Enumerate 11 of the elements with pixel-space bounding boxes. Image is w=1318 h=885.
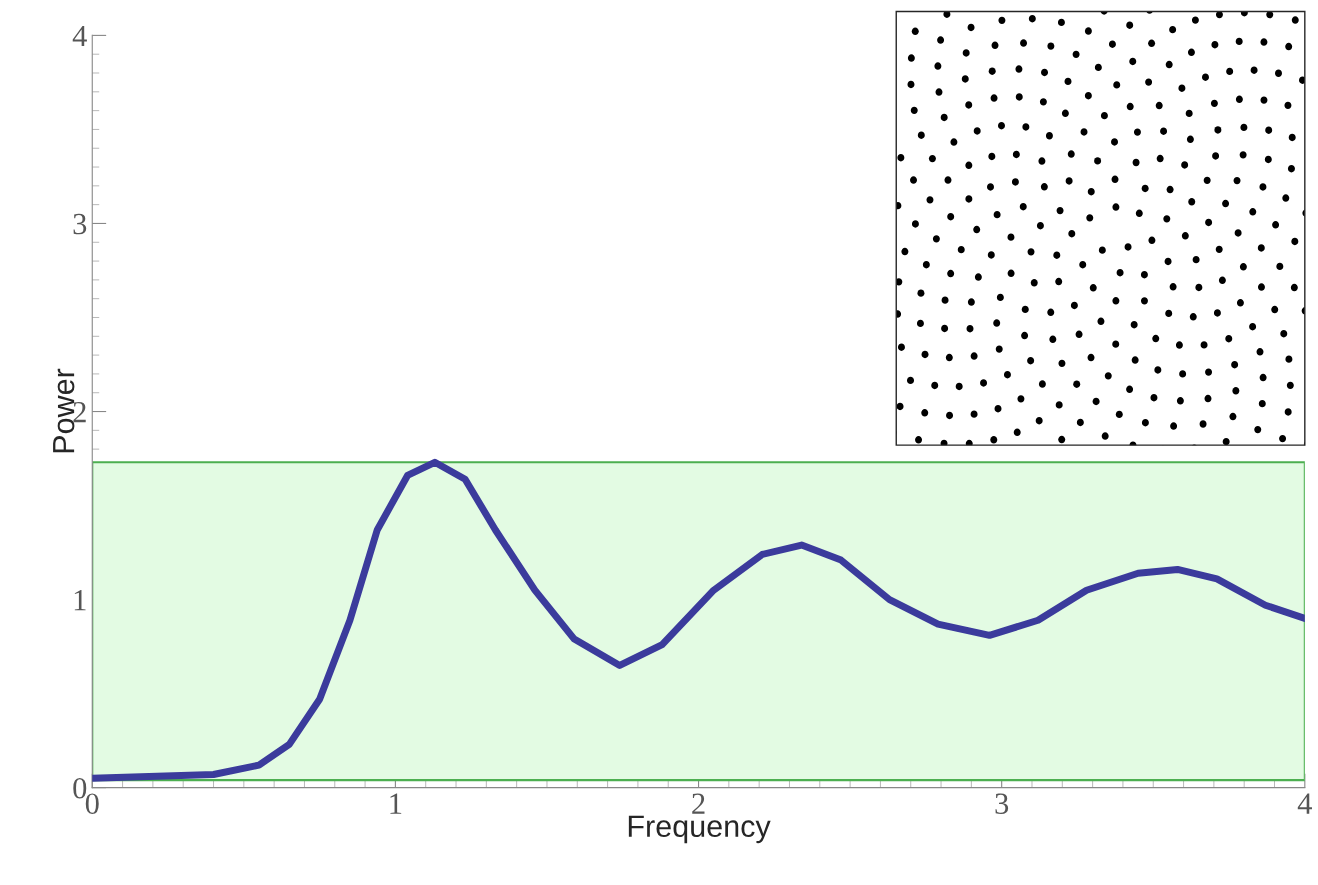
y-axis-title: Power xyxy=(53,368,75,453)
y-tick-label: 1 xyxy=(74,590,86,611)
y-tick-label: 4 xyxy=(72,25,87,46)
y-tick-label: 0 xyxy=(73,777,87,799)
y-tick-label: 3 xyxy=(73,213,87,235)
x-tick-label: 4 xyxy=(1297,793,1312,814)
y-tick-label: 2 xyxy=(73,401,86,423)
x-tick-label: 2 xyxy=(692,793,705,814)
x-axis-title: Frequency xyxy=(628,815,771,844)
x-tick-label: 3 xyxy=(995,793,1009,815)
x-tick-label: 1 xyxy=(390,793,402,814)
